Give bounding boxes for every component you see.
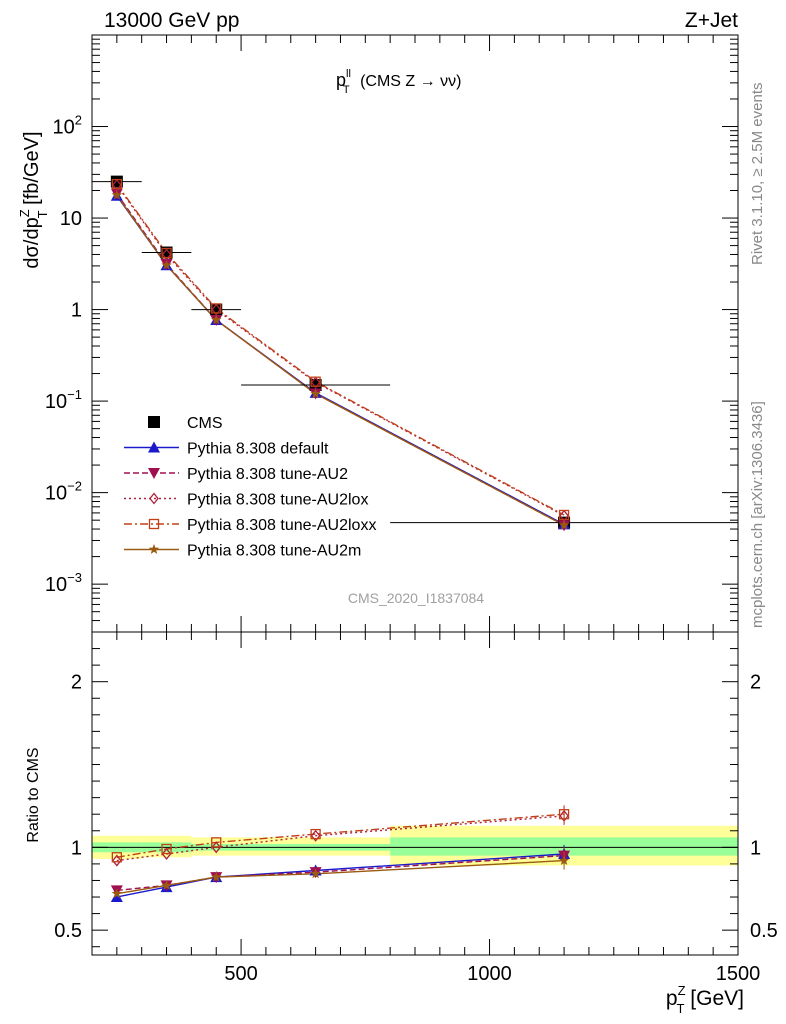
legend-marker-cms — [148, 416, 160, 428]
main-ylabel-sub: T — [35, 210, 50, 218]
xlabel: pZ T [GeV] — [666, 983, 744, 1016]
ratio-data — [110, 805, 571, 903]
point-au2m — [111, 189, 123, 200]
point-au2loxx — [558, 509, 570, 521]
xtick-label: 1500 — [716, 963, 761, 985]
analysis-tag: CMS_2020_I1837084 — [348, 590, 484, 606]
point-au2loxx — [310, 376, 321, 387]
ratio-point-au2loxx — [211, 837, 222, 848]
legend-marker-au2 — [148, 468, 160, 479]
ratio-point-au2m — [310, 868, 321, 879]
header-left: 13000 GeV pp — [104, 9, 239, 32]
main-ylabel-text: dσ/dp — [21, 217, 43, 268]
plot-title-sub: T — [343, 84, 350, 96]
series-line-au2lox — [116, 184, 565, 517]
xtick-label: 500 — [224, 963, 257, 985]
ratio-panel: 0.5 0.5 1 1 2 2 500 1000 1500 — [54, 631, 778, 985]
ratio-point-au2loxx — [161, 843, 172, 855]
point-au2lox — [161, 248, 172, 261]
ratio-point-au2m — [558, 855, 570, 866]
main-ylabel-sup: Z — [17, 209, 32, 217]
ratio-point-au2lox — [310, 829, 321, 842]
ratio-point-au2m — [211, 871, 222, 882]
ratio-ytick-label-left: 2 — [71, 672, 82, 694]
ratio-point-default — [110, 891, 123, 903]
point-au2loxx — [111, 178, 122, 190]
legend-label-au2loxx: Pythia 8.308 tune-AU2loxx — [187, 517, 376, 534]
plot-title-rest: (CMS Z → νν) — [356, 73, 462, 90]
point-au2lox — [310, 376, 321, 389]
ratio-point-au2lox — [211, 841, 222, 854]
ratio-ytick-label-right: 0.5 — [750, 920, 778, 942]
ratio-point-au2m — [161, 879, 172, 890]
plot-title: pll T (CMS Z → νν) — [336, 68, 461, 96]
main-ylabel-unit: [fb/GeV] — [21, 131, 43, 210]
rivet-label: Rivet 3.1.10, ≥ 2.5M events — [749, 83, 766, 266]
legend-label-default: Pythia 8.308 default — [187, 441, 329, 458]
legend-marker-au2loxx — [148, 518, 160, 530]
ratio-ylabel: Ratio to CMS — [25, 747, 42, 842]
main-ytick-label: 10−3 — [45, 570, 82, 596]
main-ytick-label: 10−1 — [45, 387, 82, 413]
point-au2m — [310, 388, 321, 399]
header-right: Z+Jet — [685, 9, 738, 32]
main-ytick-label: 10 — [60, 208, 82, 230]
ratio-ytick-label-left: 0.5 — [54, 920, 82, 942]
xlabel-sub: T — [677, 1001, 685, 1016]
main-ytick-label: 102 — [53, 113, 82, 139]
main-ytick-label: 1 — [71, 300, 82, 322]
xlabel-text: p — [666, 987, 678, 1010]
ratio-point-au2m — [111, 888, 123, 899]
ratio-point-au2lox — [161, 847, 172, 860]
point-au2m — [211, 314, 222, 325]
ratio-point-au2lox — [112, 854, 122, 867]
xlabel-unit: [GeV] — [684, 987, 744, 1010]
ratio-frame — [91, 631, 739, 956]
main-data — [92, 175, 738, 532]
xlabel-sup: Z — [678, 983, 686, 998]
plot-title-main: p — [336, 70, 346, 90]
ratio-point-au2loxx — [310, 828, 321, 840]
point-au2m — [161, 259, 172, 270]
legend-marker-au2lox — [149, 492, 159, 505]
legend-marker-au2m — [148, 544, 160, 554]
ratio-point-au2loxx — [111, 852, 122, 863]
legend-label-au2: Pythia 8.308 tune-AU2 — [187, 466, 348, 483]
main-ylabel: dσ/dpZ T [fb/GeV] — [17, 131, 50, 268]
main-ytick-label: 10−2 — [45, 479, 82, 505]
ratio-ytick-label-left: 1 — [71, 837, 82, 859]
legend: CMS Pythia 8.308 default Pythia 8.308 tune… — [124, 415, 376, 560]
ratio-bands — [92, 825, 738, 866]
ratio-point-au2loxx — [558, 809, 570, 820]
point-au2m — [558, 519, 570, 530]
legend-label-au2lox: Pythia 8.308 tune-AU2lox — [187, 492, 368, 509]
ratio-line-au2m — [116, 859, 565, 895]
legend-label-cms: CMS — [187, 415, 223, 432]
mcplots-label: mcplots.cern.ch [arXiv:1306.3436] — [749, 401, 766, 628]
main-ticks: 10−3 10−2 10−1 1 10 102 — [45, 34, 739, 633]
legend-label-au2m: Pythia 8.308 tune-AU2m — [187, 543, 361, 560]
point-au2loxx — [161, 247, 172, 259]
ratio-ytick-label-right: 1 — [750, 837, 761, 859]
xtick-label: 1000 — [467, 963, 512, 985]
legend-marker-default — [148, 441, 160, 453]
plot-title-sup: ll — [346, 68, 351, 80]
point-au2loxx — [211, 303, 222, 314]
ratio-ytick-label-right: 2 — [750, 672, 761, 694]
